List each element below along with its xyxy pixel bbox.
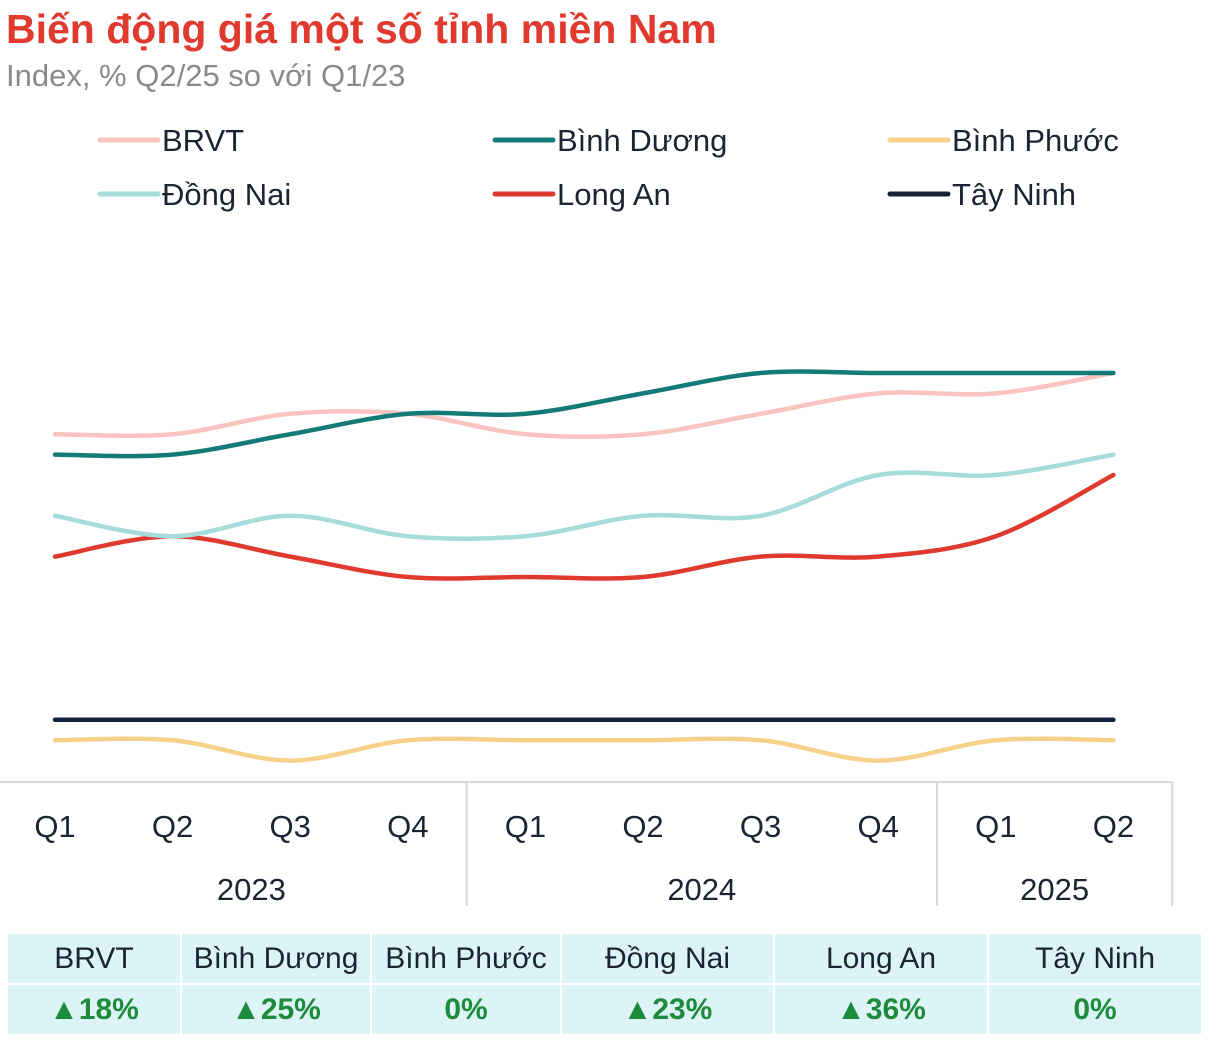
legend-label: Bình Dương <box>557 123 727 158</box>
summary-table: BRVT Bình Dương Bình Phước Đồng Nai Long… <box>8 934 1201 1034</box>
summary-value: ▲25% <box>182 985 370 1034</box>
legend-label: BRVT <box>162 123 244 158</box>
summary-header: Tây Ninh <box>989 934 1201 983</box>
x-tick-label: Q2 <box>152 809 193 844</box>
x-tick-label: Q4 <box>387 809 428 844</box>
year-label: 2023 <box>217 872 286 907</box>
x-tick-label: Q2 <box>622 809 663 844</box>
x-tick-label: Q3 <box>740 809 781 844</box>
series-line <box>52 472 1116 581</box>
summary-header: Đồng Nai <box>562 934 773 983</box>
summary-header: Bình Phước <box>372 934 560 983</box>
summary-value: 0% <box>989 985 1201 1034</box>
legend-label: Tây Ninh <box>952 177 1076 212</box>
series-line <box>52 369 1116 459</box>
line-chart: BRVT Bình Dương Bình Phước Đồng Nai Long An T… <box>0 123 1174 907</box>
summary-value: ▲23% <box>562 985 773 1034</box>
chart-subtitle: Index, % Q2/25 so với Q1/23 <box>6 58 406 93</box>
x-tick-label: Q2 <box>1093 809 1134 844</box>
summary-header: BRVT <box>8 934 180 983</box>
summary-value: ▲36% <box>775 985 987 1034</box>
x-tick-label: Q1 <box>975 809 1016 844</box>
series-line <box>52 452 1116 541</box>
year-label: 2024 <box>667 872 736 907</box>
summary-header: Long An <box>775 934 987 983</box>
x-tick-label: Q4 <box>858 809 899 844</box>
summary-header: Bình Dương <box>182 934 370 983</box>
summary-value: 0% <box>372 985 560 1034</box>
legend-label: Long An <box>557 177 671 212</box>
x-tick-label: Q3 <box>270 809 311 844</box>
series-line <box>52 370 1116 439</box>
summary-value: ▲18% <box>8 985 180 1034</box>
legend-label: Bình Phước <box>952 123 1119 158</box>
x-tick-label: Q1 <box>505 809 546 844</box>
year-label: 2025 <box>1020 872 1089 907</box>
series-line <box>52 736 1116 763</box>
legend-label: Đồng Nai <box>162 177 291 212</box>
x-tick-label: Q1 <box>34 809 75 844</box>
chart-title: Biến động giá một số tỉnh miền Nam <box>6 6 717 52</box>
